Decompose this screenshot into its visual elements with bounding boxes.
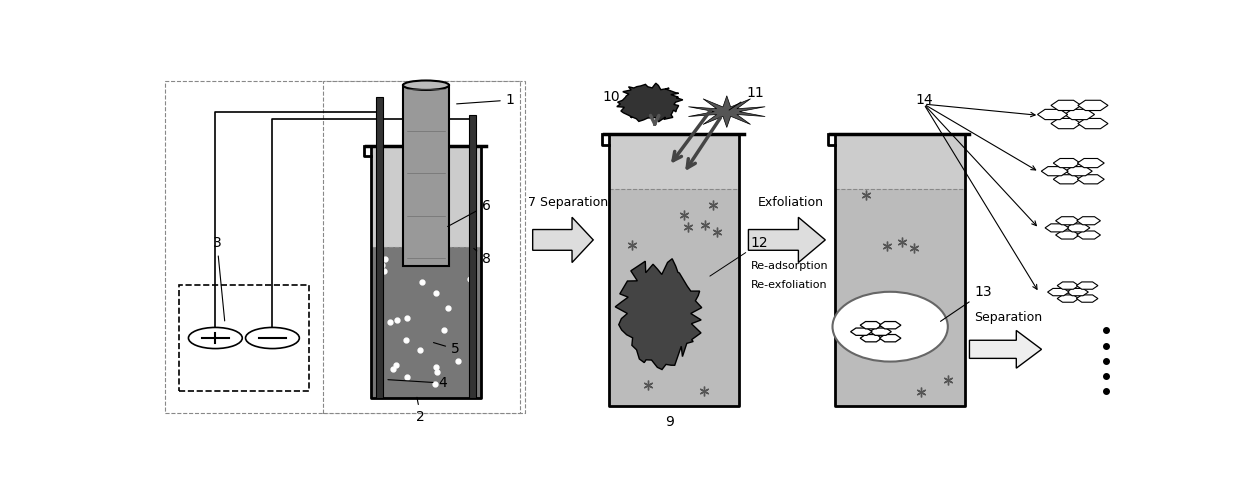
FancyBboxPatch shape <box>403 85 449 266</box>
Polygon shape <box>609 134 739 189</box>
Polygon shape <box>616 83 683 122</box>
Text: 3: 3 <box>213 237 224 321</box>
FancyBboxPatch shape <box>165 81 525 414</box>
Text: Separation: Separation <box>975 311 1043 324</box>
Polygon shape <box>371 146 481 246</box>
Polygon shape <box>688 96 765 127</box>
Text: 11: 11 <box>729 86 764 110</box>
FancyBboxPatch shape <box>376 97 383 398</box>
Ellipse shape <box>832 292 947 362</box>
Text: 14: 14 <box>915 93 932 107</box>
Text: Re-adsorption: Re-adsorption <box>751 261 828 271</box>
Polygon shape <box>970 330 1042 368</box>
Text: 12: 12 <box>709 237 769 276</box>
FancyBboxPatch shape <box>469 116 476 398</box>
Polygon shape <box>615 259 702 369</box>
Text: 5: 5 <box>434 342 460 356</box>
Polygon shape <box>835 134 965 189</box>
Text: 1: 1 <box>456 93 515 107</box>
Text: Exfoliation: Exfoliation <box>758 196 825 209</box>
Text: 7 Separation: 7 Separation <box>528 196 608 209</box>
FancyBboxPatch shape <box>324 81 521 414</box>
Text: 9: 9 <box>665 415 673 429</box>
Text: 13: 13 <box>940 286 992 321</box>
Ellipse shape <box>403 80 449 90</box>
Polygon shape <box>371 246 481 398</box>
Text: Re-exfoliation: Re-exfoliation <box>751 280 827 290</box>
Polygon shape <box>609 189 739 406</box>
Text: 4: 4 <box>388 376 448 390</box>
FancyBboxPatch shape <box>179 285 309 391</box>
Text: 2: 2 <box>417 397 425 424</box>
Polygon shape <box>835 189 965 406</box>
Polygon shape <box>749 217 826 263</box>
Polygon shape <box>533 217 593 263</box>
Text: 8: 8 <box>474 248 491 266</box>
Text: 10: 10 <box>603 90 620 103</box>
Text: 6: 6 <box>448 199 491 226</box>
